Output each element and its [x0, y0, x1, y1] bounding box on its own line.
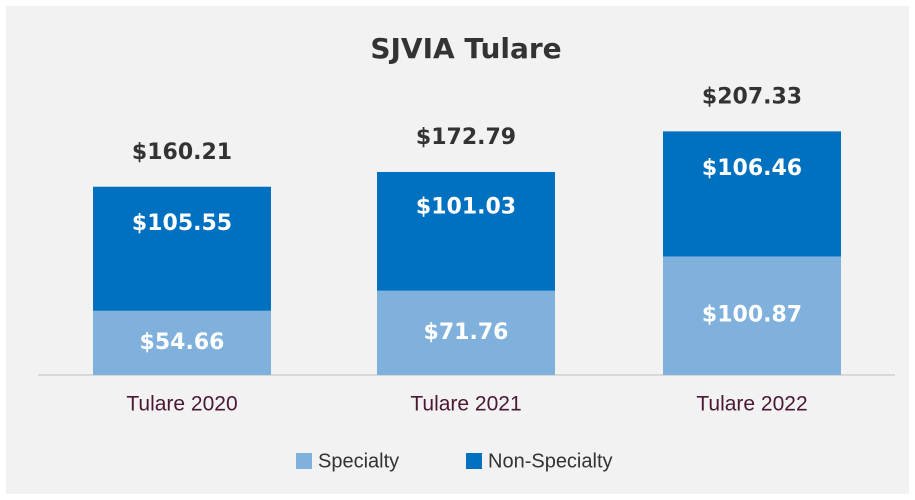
data-label: $101.03 [416, 195, 516, 220]
data-label: $71.76 [424, 320, 509, 345]
x-tick-label: Tulare 2022 [696, 393, 807, 416]
bar-segment [377, 171, 555, 291]
total-label: $207.33 [702, 84, 802, 109]
x-tick-label: Tulare 2021 [410, 393, 521, 416]
bar-segment [663, 131, 841, 257]
chart-title: SJVIA Tulare [370, 32, 561, 65]
data-label: $106.46 [702, 156, 802, 181]
legend-swatch [296, 453, 312, 469]
bar-segment [93, 186, 271, 311]
legend-label: Non-Specialty [488, 450, 613, 472]
total-label: $172.79 [416, 125, 516, 150]
data-label: $105.55 [132, 211, 232, 236]
legend-label: Specialty [318, 450, 399, 472]
total-label: $160.21 [132, 140, 232, 165]
legend-swatch [466, 453, 482, 469]
data-label: $54.66 [140, 330, 225, 355]
data-label: $100.87 [702, 303, 802, 328]
x-tick-label: Tulare 2020 [126, 393, 237, 416]
bar-segment [377, 290, 555, 375]
bar-segment [663, 256, 841, 375]
bar-segment [93, 310, 271, 375]
